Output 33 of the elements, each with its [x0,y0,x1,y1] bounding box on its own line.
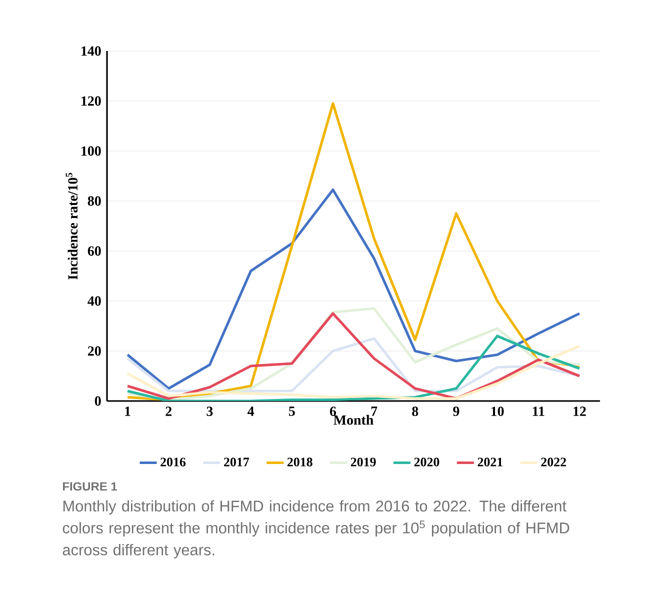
x-tick-label: 10 [491,406,504,416]
y-axis-title: Incidence rate/10$^{5}$ [66,172,78,280]
x-tick-label: 9 [453,406,460,416]
legend-label: 2017 [224,458,250,466]
x-tick-label: 12 [574,406,586,416]
x-tick-label: 2 [166,406,172,416]
line-series [126,344,581,400]
caption: FIGURE 1 [62,482,117,491]
y-tick-label: 40 [88,296,101,306]
x-axis-title: Month [334,414,374,425]
legend-label: 2020 [414,458,440,466]
line-series [126,188,581,390]
x-tick-label: 5 [288,406,295,416]
legend-label: 2018 [287,458,312,466]
y-tick-label: 0 [94,396,101,406]
y-tick-label: 20 [88,346,101,356]
x-tick-label: 11 [532,406,544,416]
legend-label: 2022 [541,458,566,466]
x-tick-label: 3 [206,406,213,416]
legend-label: 2021 [478,458,502,466]
x-tick-label: 6 [330,406,336,416]
x-tick-label: 4 [247,406,254,416]
x-tick-label: 8 [412,406,418,416]
x-tick-label: 1 [125,406,130,416]
x-tick-label: 7 [371,406,378,416]
text: Monthly distribution of HFMD incidence from 2016 to 2022. The different colors represent the monthly incidence rates per 10$^{5}$ population of HFMD across different years. [62,500,570,558]
y-tick-label: 100 [82,146,101,156]
legend-label: 2016 [160,458,186,466]
y-tick-label: 120 [82,96,101,106]
y-tick-label: 60 [88,246,101,256]
y-tick-label: 140 [82,46,101,56]
y-tick-label: 80 [88,196,101,206]
legend-label: 2019 [350,458,376,466]
